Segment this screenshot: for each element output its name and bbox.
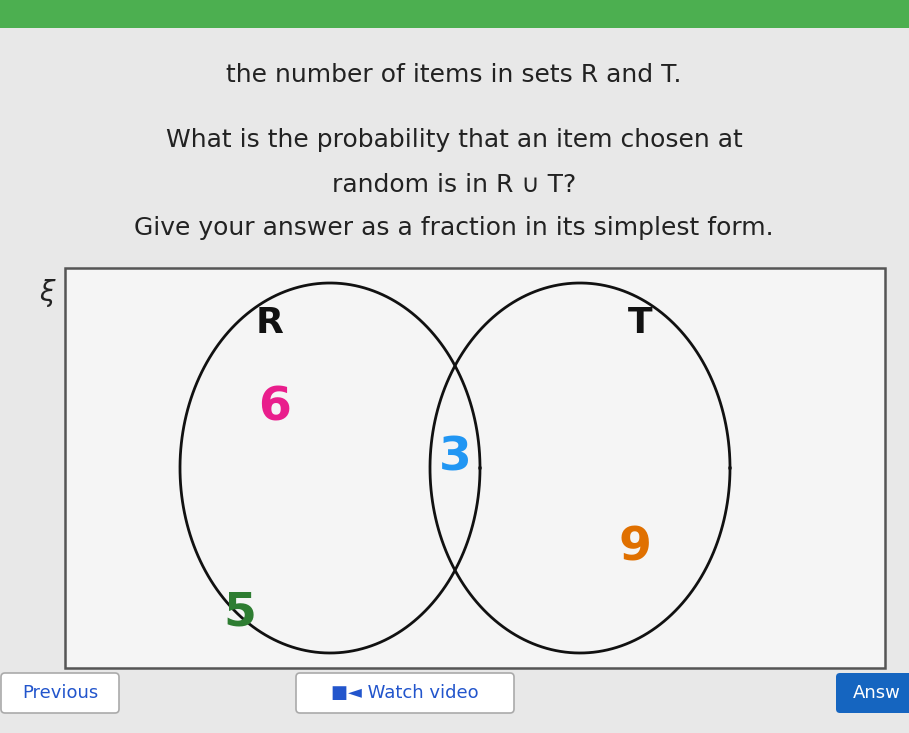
Text: Previous: Previous [22,684,98,702]
Text: ■◄ Watch video: ■◄ Watch video [331,684,479,702]
Text: T: T [628,306,653,340]
Text: 5: 5 [224,591,256,636]
Text: 9: 9 [618,526,652,570]
Text: 6: 6 [258,386,292,430]
Text: Answ: Answ [853,684,901,702]
Text: What is the probability that an item chosen at: What is the probability that an item cho… [165,128,743,152]
Text: random is in R ∪ T?: random is in R ∪ T? [332,173,576,197]
Text: Give your answer as a fraction in its simplest form.: Give your answer as a fraction in its si… [135,216,774,240]
Text: R: R [256,306,284,340]
FancyBboxPatch shape [296,673,514,713]
Bar [65,268,885,668]
Text: the number of items in sets R and T.: the number of items in sets R and T. [226,63,682,87]
FancyBboxPatch shape [836,673,909,713]
FancyBboxPatch shape [1,673,119,713]
Text: 3: 3 [439,435,472,481]
Bar [0,0,909,28]
Text: ξ: ξ [39,279,55,307]
